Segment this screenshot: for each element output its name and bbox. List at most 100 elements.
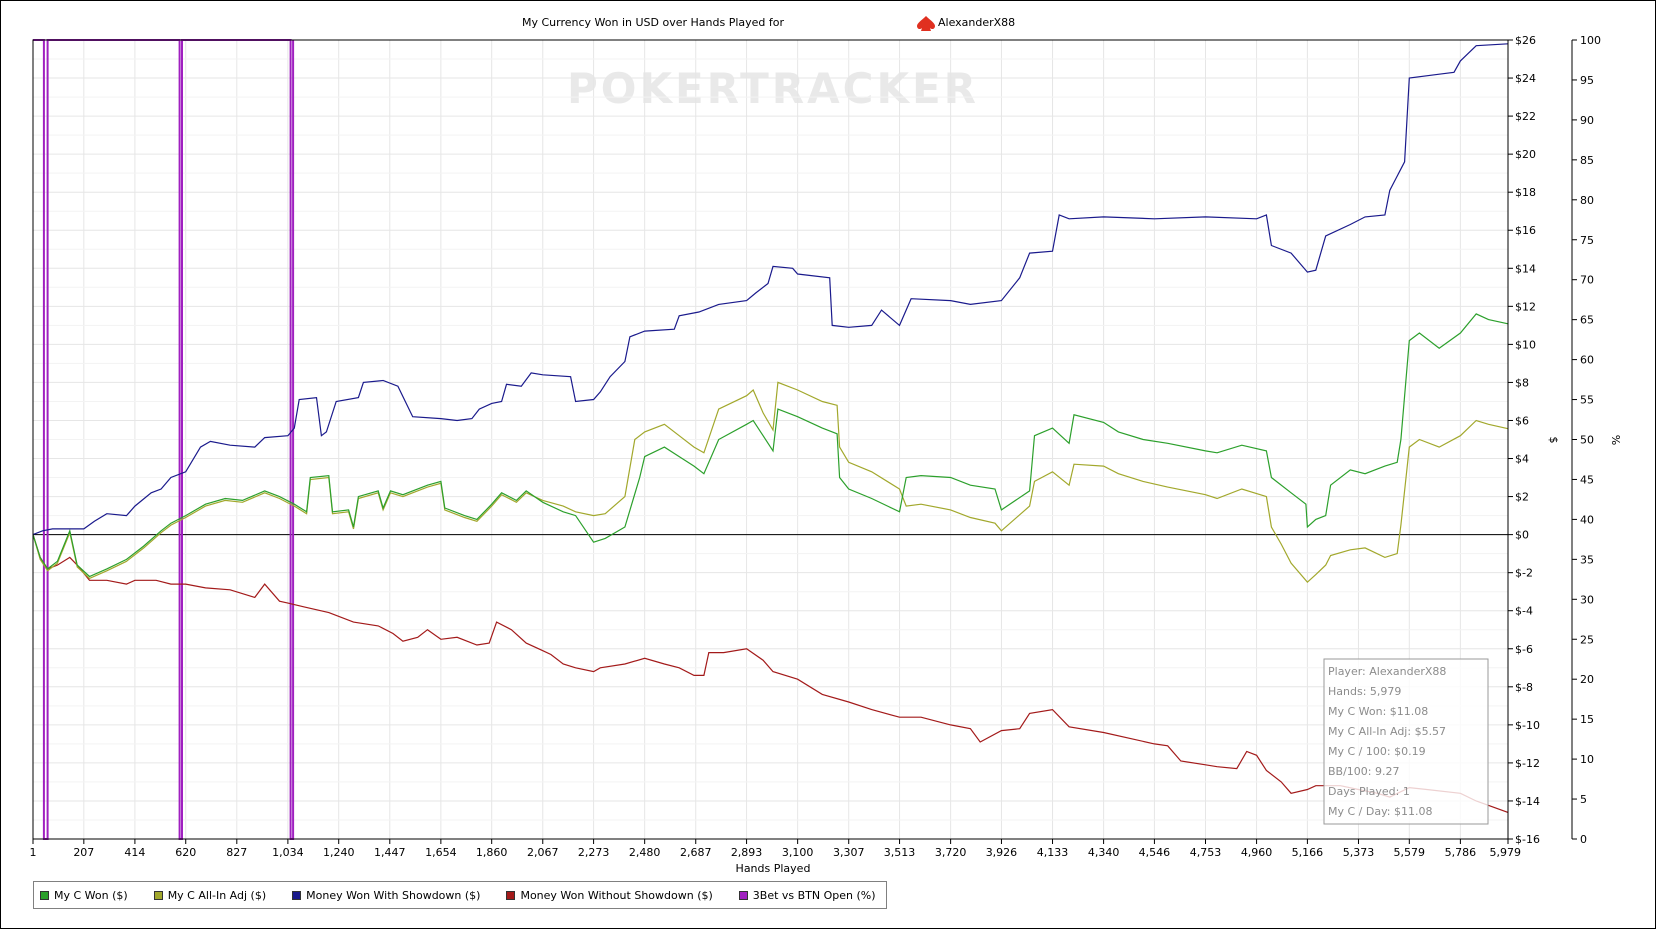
y-left-tick-label: $-10: [1515, 719, 1540, 732]
y-left-tick-label: $-4: [1515, 605, 1533, 618]
x-tick-label: 414: [124, 846, 145, 859]
x-tick-label: 4,340: [1088, 846, 1120, 859]
y-right-tick-label: 85: [1580, 154, 1594, 167]
legend-swatch: [292, 890, 302, 900]
y-left-tick-label: $22: [1515, 110, 1536, 123]
x-tick-label: 3,513: [884, 846, 916, 859]
y-left-tick-label: $-12: [1515, 757, 1540, 770]
series-line: [32, 313, 1509, 578]
y-right-tick-label: 0: [1580, 833, 1587, 846]
legend-item: My C All-In Adj ($): [153, 888, 267, 902]
y-right-tick-label: 50: [1580, 434, 1594, 447]
y-left-tick-label: $8: [1515, 376, 1529, 389]
x-tick-label: 1,654: [425, 846, 457, 859]
x-tick-label: 3,926: [986, 846, 1018, 859]
y-right-tick-label: 100: [1580, 34, 1601, 47]
y-left-tick-label: $2: [1515, 491, 1529, 504]
legend-label: Money Won Without Showdown ($): [520, 888, 713, 902]
y-left-tick-label: $12: [1515, 300, 1536, 313]
legend-swatch: [40, 890, 49, 900]
info-perday: My C / Day: $11.08: [1328, 805, 1433, 818]
x-tick-label: 4,133: [1037, 846, 1069, 859]
info-box: Player: AlexanderX88 Hands: 5,979 My C W…: [1323, 658, 1489, 825]
x-tick-label: 2,893: [731, 846, 763, 859]
y-right-tick-label: 45: [1580, 473, 1594, 486]
y-right-tick-label: 40: [1580, 513, 1594, 526]
y-right-tick-label: 20: [1580, 673, 1594, 686]
x-tick-label: 3,307: [833, 846, 865, 859]
y-left-tick-label: $-16: [1515, 833, 1540, 846]
y-left-tick-label: $20: [1515, 148, 1536, 161]
chart-legend: My C Won ($) My C All-In Adj ($) Money Won…: [33, 881, 887, 909]
legend-swatch: [506, 890, 516, 900]
y-right-tick-label: 90: [1580, 114, 1594, 127]
x-tick-label: 4,960: [1241, 846, 1273, 859]
y-axis-left-label: $: [1547, 437, 1560, 444]
y-right-tick-label: 55: [1580, 394, 1594, 407]
x-tick-label: 1,034: [272, 846, 304, 859]
chart-player-name: AlexanderX88: [938, 16, 1015, 29]
x-tick-label: 620: [175, 846, 196, 859]
x-tick-label: 1,447: [374, 846, 406, 859]
x-tick-label: 3,100: [782, 846, 814, 859]
x-tick-label: 3,720: [935, 846, 967, 859]
series-line: [32, 534, 1509, 813]
info-allin: My C All-In Adj: $5.57: [1328, 725, 1446, 738]
x-tick-label: 1: [30, 846, 37, 859]
y-right-tick-label: 35: [1580, 553, 1594, 566]
x-tick-label: 5,166: [1292, 846, 1324, 859]
x-tick-label: 2,067: [527, 846, 559, 859]
y-right-tick-label: 70: [1580, 274, 1594, 287]
y-left-tick-label: $24: [1515, 72, 1536, 85]
x-tick-label: 4,753: [1190, 846, 1222, 859]
legend-label: My C Won ($): [54, 888, 128, 902]
x-tick-label: 1,240: [323, 846, 355, 859]
y-right-tick-label: 80: [1580, 194, 1594, 207]
y-left-tick-label: $10: [1515, 338, 1536, 351]
y-left-tick-label: $14: [1515, 262, 1536, 275]
legend-label: My C All-In Adj ($): [167, 888, 267, 902]
y-axis-right-label: %: [1609, 435, 1622, 445]
watermark-text: POKERTRACKER: [567, 64, 979, 113]
info-won: My C Won: $11.08: [1328, 705, 1428, 718]
y-left-tick-label: $18: [1515, 186, 1536, 199]
y-axis-right: 1009590858075706560555045403530252015105…: [1571, 34, 1601, 846]
info-player: Player: AlexanderX88: [1328, 665, 1446, 678]
x-tick-label: 2,273: [578, 846, 610, 859]
y-axis-left: $26 $24 $22 $20 $18 $16 $14 $12 $10 $8 $6 $4 $2 $0 $-2…: [1508, 34, 1540, 846]
y-left-tick-label: $-2: [1515, 567, 1533, 580]
x-tick-label: 5,979: [1490, 846, 1522, 859]
legend-label: Money Won With Showdown ($): [306, 888, 481, 902]
info-per100: My C / 100: $0.19: [1328, 745, 1426, 758]
x-axis: 1 207 414 620 827 1,034 1,240 1,447 1,654 1,860 2,…: [30, 839, 1522, 859]
legend-item: Money Won With Showdown ($): [292, 889, 480, 902]
y-right-tick-label: 5: [1580, 793, 1587, 806]
series-line: [32, 381, 1509, 584]
legend-item: 3Bet vs BTN Open (%): [738, 888, 876, 902]
x-tick-label: 5,579: [1394, 846, 1426, 859]
y-left-tick-label: $-14: [1515, 795, 1540, 808]
y-left-tick-label: $26: [1515, 34, 1536, 47]
y-right-tick-label: 25: [1580, 633, 1594, 646]
y-right-tick-label: 65: [1580, 314, 1594, 327]
y-right-tick-label: 10: [1580, 753, 1594, 766]
legend-item: Money Won Without Showdown ($): [506, 888, 713, 902]
y-left-tick-label: $-8: [1515, 681, 1533, 694]
x-tick-label: 2,687: [680, 846, 712, 859]
y-right-tick-label: 75: [1580, 234, 1594, 247]
legend-swatch: [738, 890, 748, 900]
legend-label: 3Bet vs BTN Open (%): [752, 888, 876, 902]
info-bb100: BB/100: 9.27: [1328, 765, 1400, 778]
x-tick-label: 827: [226, 846, 247, 859]
y-left-tick-label: $4: [1515, 453, 1529, 466]
x-tick-label: 4,546: [1139, 846, 1171, 859]
x-tick-label: 5,373: [1343, 846, 1375, 859]
x-tick-label: 2,480: [629, 846, 661, 859]
series-line: [32, 43, 1509, 536]
y-left-tick-label: $16: [1515, 224, 1536, 237]
y-left-tick-label: $0: [1515, 529, 1529, 542]
y-right-tick-label: 15: [1580, 713, 1594, 726]
y-right-tick-label: 30: [1580, 593, 1594, 606]
info-hands: Hands: 5,979: [1328, 685, 1401, 698]
